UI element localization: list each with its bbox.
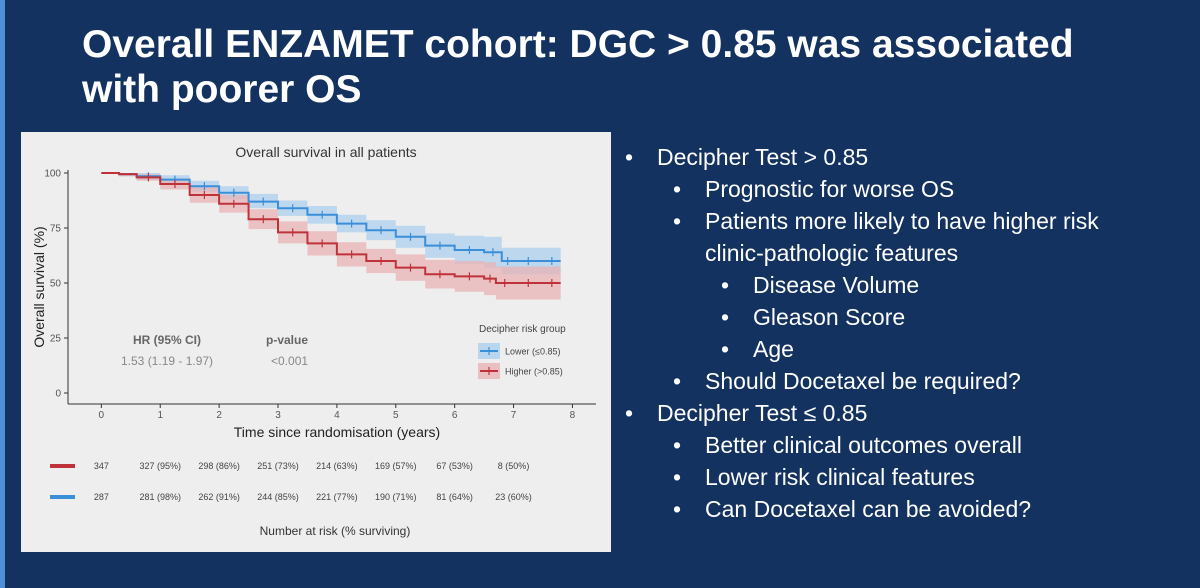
x-tick-label: 5 — [393, 410, 399, 421]
bullet-text: clinic-pathologic features — [705, 240, 959, 266]
risk-table-cell: 347 — [94, 461, 109, 471]
chart-legend: Decipher risk group Lower (≤0.85) Higher (… — [478, 324, 566, 379]
risk-table-cell: 190 (71%) — [375, 492, 417, 502]
hr-value: 1.53 (1.19 - 1.97) — [121, 354, 213, 368]
bullet-text: Gleason Score — [753, 304, 906, 330]
legend-entry-higher: Higher (>0.85) — [505, 367, 563, 377]
slide-edge-accent — [0, 0, 5, 588]
bullet-text: Age — [753, 336, 794, 362]
ci-band-lower — [101, 173, 561, 275]
risk-table-cell: 298 (86%) — [198, 461, 240, 471]
p-value: <0.001 — [271, 354, 308, 368]
risk-table-cell: 8 (50%) — [498, 461, 530, 471]
ci-band-higher — [101, 173, 561, 300]
risk-table-title: Number at risk (% surviving) — [260, 524, 411, 538]
risk-table-cell: 214 (63%) — [316, 461, 358, 471]
bullet-text: Prognostic for worse OS — [705, 176, 955, 202]
hr-label: HR (95% CI) — [133, 333, 201, 347]
y-tick-label: 75 — [50, 224, 62, 235]
slide-title-line-2: with poorer OS — [82, 68, 362, 111]
chart-text: Overall survival in all patients Time sin… — [31, 144, 440, 440]
censor-ticks — [147, 172, 553, 287]
bullet-text: Lower risk clinical features — [705, 464, 975, 490]
bullet-dot: • — [721, 336, 730, 362]
y-tick-label: 100 — [44, 169, 61, 180]
x-tick-label: 1 — [157, 410, 163, 421]
risk-table: 347 327 (95%) 298 (86%) 251 (73%) 214 (63%) 1… — [50, 461, 532, 538]
legend-entry-lower: Lower (≤0.85) — [505, 347, 560, 357]
risk-table-cell: 281 (98%) — [139, 492, 181, 502]
risk-table-cell: 262 (91%) — [198, 492, 240, 502]
risk-table-cell: 81 (64%) — [436, 492, 473, 502]
p-value-label: p-value — [266, 333, 308, 347]
slide-title-line-1: Overall ENZAMET cohort: DGC > 0.85 was a… — [82, 23, 1074, 66]
confidence-bands — [101, 173, 561, 300]
risk-table-cell: 67 (53%) — [436, 461, 473, 471]
bullet-text: Patients more likely to have higher risk — [705, 208, 1099, 234]
x-tick-label: 3 — [275, 410, 281, 421]
x-tick-label: 4 — [334, 410, 340, 421]
bullet-dot: • — [673, 464, 682, 490]
risk-table-cell: 169 (57%) — [375, 461, 417, 471]
bullet-dot: • — [673, 176, 682, 202]
bullet-text: Decipher Test ≤ 0.85 — [657, 400, 868, 426]
bullet-dot: • — [721, 304, 730, 330]
risk-table-cell: 244 (85%) — [257, 492, 299, 502]
y-tick-label: 0 — [55, 389, 61, 400]
bullet-text: Decipher Test > 0.85 — [657, 144, 869, 170]
axes: 0 1 2 3 4 5 6 7 8 0 25 50 75 100 — [44, 169, 596, 421]
risk-table-cell: 23 (60%) — [495, 492, 532, 502]
bullet-dot: • — [673, 432, 682, 458]
legend-title: Decipher risk group — [479, 324, 566, 335]
y-tick-label: 50 — [50, 279, 62, 290]
risk-table-cell: 287 — [94, 492, 109, 502]
risk-table-cell: 327 (95%) — [139, 461, 181, 471]
bullet-text: Disease Volume — [753, 272, 920, 298]
bullet-text: Should Docetaxel be required? — [705, 368, 1021, 394]
y-axis-label: Overall survival (%) — [31, 226, 47, 347]
bullet-dot: • — [673, 368, 682, 394]
risk-table-cell: 251 (73%) — [257, 461, 299, 471]
km-chart: 0 1 2 3 4 5 6 7 8 0 25 50 75 100 Overall survival in … — [31, 144, 596, 538]
bullet-dot: • — [673, 208, 682, 234]
chart-title: Overall survival in all patients — [235, 144, 416, 160]
bullet-text: Can Docetaxel can be avoided? — [705, 496, 1032, 522]
bullet-dot: • — [625, 400, 634, 426]
x-tick-label: 7 — [511, 410, 517, 421]
bullet-dot: • — [625, 144, 634, 170]
x-tick-label: 8 — [570, 410, 576, 421]
bullet-text: Better clinical outcomes overall — [705, 432, 1023, 458]
y-tick-label: 25 — [50, 334, 62, 345]
slide-title: Overall ENZAMET cohort: DGC > 0.85 was a… — [82, 22, 1182, 112]
x-tick-label: 2 — [216, 410, 222, 421]
x-tick-label: 0 — [99, 410, 105, 421]
bullet-dot: • — [673, 496, 682, 522]
risk-table-cell: 221 (77%) — [316, 492, 358, 502]
x-tick-label: 6 — [452, 410, 458, 421]
bullet-dot: • — [721, 272, 730, 298]
x-axis-label: Time since randomisation (years) — [234, 424, 440, 440]
survival-figure: 0 1 2 3 4 5 6 7 8 0 25 50 75 100 Overall survival in … — [21, 132, 611, 552]
